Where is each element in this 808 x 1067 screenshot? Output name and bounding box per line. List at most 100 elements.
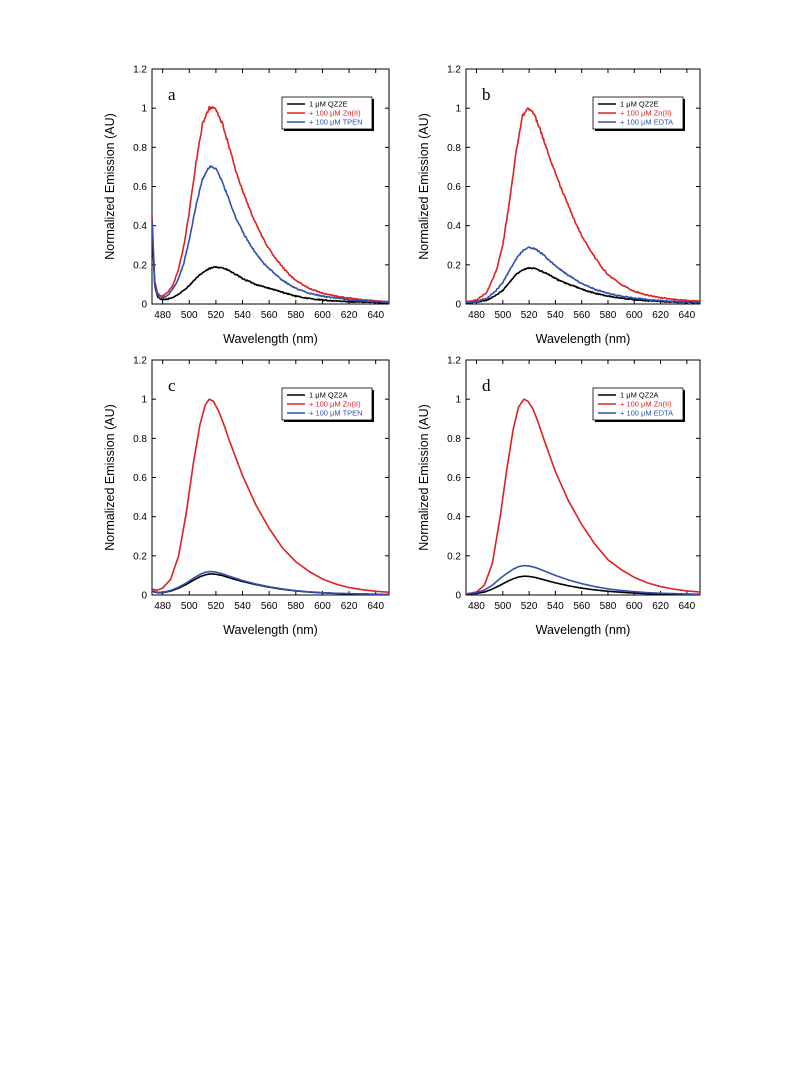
- y-tick-label: 1.2: [447, 65, 461, 76]
- x-tick-label: 580: [600, 310, 617, 321]
- legend-entry: + 100 μM TPEN: [309, 409, 363, 418]
- y-axis-title: Normalized Emission (AU): [103, 113, 117, 260]
- legend: 1 μM QZ2A+ 100 μM Zn(II)+ 100 μM TPEN: [281, 387, 374, 422]
- y-tick-label: 0: [455, 591, 461, 602]
- x-tick-label: 600: [314, 601, 331, 612]
- x-tick-label: 600: [626, 310, 643, 321]
- y-tick-label: 1: [141, 395, 147, 406]
- x-tick-label: 540: [234, 310, 251, 321]
- series-line-2: [152, 105, 389, 303]
- legend: 1 μM QZ2E+ 100 μM Zn(II)+ 100 μM EDTA: [592, 96, 685, 131]
- panel-letter: b: [482, 85, 491, 104]
- y-tick-label: 0: [141, 300, 147, 311]
- x-tick-label: 540: [547, 601, 564, 612]
- x-tick-label: 560: [573, 310, 590, 321]
- x-tick-label: 580: [287, 601, 304, 612]
- legend-entry: + 100 μM Zn(II): [309, 400, 361, 409]
- x-tick-label: 640: [367, 601, 384, 612]
- x-axis-title: Wavelength (nm): [536, 332, 631, 346]
- y-tick-label: 0.4: [447, 512, 461, 523]
- x-tick-label: 620: [652, 601, 669, 612]
- legend-entry: 1 μM QZ2A: [309, 391, 348, 400]
- series-line-3: [152, 165, 389, 304]
- y-tick-label: 0.6: [447, 473, 461, 484]
- x-tick-label: 640: [367, 310, 384, 321]
- y-tick-label: 0.6: [133, 182, 147, 193]
- legend-entry: + 100 μM Zn(II): [620, 109, 672, 118]
- x-tick-label: 500: [494, 310, 511, 321]
- chart-panel-d: 480 500 520 540 560 580 600 620 640 0 0.2 0.4 0.6 0.8…: [417, 356, 701, 637]
- y-tick-label: 0.8: [133, 143, 147, 154]
- x-tick-label: 480: [468, 601, 485, 612]
- y-tick-label: 0.4: [447, 221, 461, 232]
- x-tick-label: 500: [181, 310, 198, 321]
- y-tick-label: 0.4: [133, 512, 147, 523]
- chart-panel-a: 480 500 520 540 560 580 600 620 640 0 0.2 0.4 0.6 0.8…: [103, 65, 390, 346]
- legend-entry: + 100 μM Zn(II): [309, 109, 361, 118]
- x-tick-label: 620: [652, 310, 669, 321]
- y-tick-label: 0.2: [133, 260, 147, 271]
- x-axis-title: Wavelength (nm): [223, 623, 318, 637]
- y-tick-label: 0.6: [447, 182, 461, 193]
- chart-panel-c: 480 500 520 540 560 580 600 620 640 0 0.2 0.4 0.6 0.8…: [103, 356, 390, 637]
- x-tick-label: 580: [600, 601, 617, 612]
- y-tick-label: 0.2: [447, 260, 461, 271]
- legend-entry: 1 μM QZ2E: [620, 100, 659, 109]
- x-tick-label: 560: [573, 601, 590, 612]
- x-tick-label: 480: [154, 310, 171, 321]
- series-line-2: [466, 398, 700, 595]
- legend-entry: 1 μM QZ2A: [620, 391, 659, 400]
- x-axis-title: Wavelength (nm): [223, 332, 318, 346]
- x-tick-label: 620: [341, 601, 358, 612]
- panel-letter: c: [168, 376, 176, 395]
- y-tick-label: 0: [455, 300, 461, 311]
- y-axis-title: Normalized Emission (AU): [417, 404, 431, 551]
- legend-entry: + 100 μM EDTA: [620, 409, 673, 418]
- series-line-3: [466, 246, 700, 304]
- y-tick-label: 0.6: [133, 473, 147, 484]
- x-tick-label: 560: [261, 601, 278, 612]
- x-tick-label: 600: [626, 601, 643, 612]
- legend: 1 μM QZ2E+ 100 μM Zn(II)+ 100 μM TPEN: [281, 96, 374, 131]
- y-tick-label: 1: [141, 104, 147, 115]
- legend-entry: + 100 μM TPEN: [309, 118, 363, 127]
- series-line-3: [152, 570, 389, 595]
- x-tick-label: 600: [314, 310, 331, 321]
- series-line-1: [466, 575, 700, 595]
- panel-letter: d: [482, 376, 491, 395]
- x-tick-label: 500: [181, 601, 198, 612]
- y-tick-label: 0.8: [447, 434, 461, 445]
- x-tick-label: 520: [208, 310, 225, 321]
- panel-letter: a: [168, 85, 176, 104]
- x-tick-label: 560: [261, 310, 278, 321]
- x-tick-label: 480: [154, 601, 171, 612]
- y-tick-label: 1: [455, 395, 461, 406]
- legend-entry: + 100 μM EDTA: [620, 118, 673, 127]
- x-tick-label: 540: [547, 310, 564, 321]
- y-tick-label: 0: [141, 591, 147, 602]
- y-tick-label: 0.4: [133, 221, 147, 232]
- legend-entry: + 100 μM Zn(II): [620, 400, 672, 409]
- x-tick-label: 520: [208, 601, 225, 612]
- series-line-2: [466, 107, 700, 304]
- x-tick-label: 540: [234, 601, 251, 612]
- x-tick-label: 500: [494, 601, 511, 612]
- series-line-3: [466, 564, 700, 595]
- y-axis-title: Normalized Emission (AU): [417, 113, 431, 260]
- chart-panel-b: 480 500 520 540 560 580 600 620 640 0 0.2 0.4 0.6 0.8…: [417, 65, 701, 346]
- series-line-1: [466, 266, 700, 304]
- series-line-2: [152, 398, 389, 594]
- x-tick-label: 520: [521, 601, 538, 612]
- x-tick-label: 620: [341, 310, 358, 321]
- series-line-1: [152, 573, 389, 595]
- x-axis-title: Wavelength (nm): [536, 623, 631, 637]
- y-axis-title: Normalized Emission (AU): [103, 404, 117, 551]
- x-tick-label: 520: [521, 310, 538, 321]
- y-tick-label: 1.2: [133, 356, 147, 367]
- legend-entry: 1 μM QZ2E: [309, 100, 348, 109]
- x-tick-label: 480: [468, 310, 485, 321]
- y-tick-label: 1.2: [133, 65, 147, 76]
- y-tick-label: 1.2: [447, 356, 461, 367]
- series-line-1: [152, 221, 389, 304]
